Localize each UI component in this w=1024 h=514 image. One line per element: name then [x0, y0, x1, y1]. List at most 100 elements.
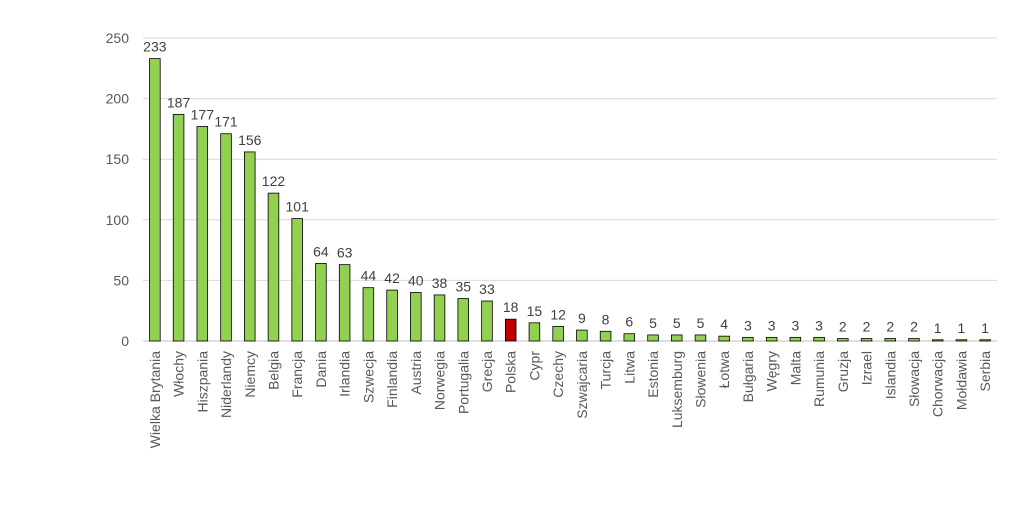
category-label: Chorwacja: [930, 351, 946, 417]
bar: [410, 292, 422, 342]
data-label: 5: [673, 315, 681, 331]
bar: [789, 336, 802, 342]
y-axis-ticks: 0 50 100 150 200 250: [106, 30, 130, 349]
bar: [718, 335, 730, 342]
data-label: 171: [214, 114, 238, 130]
bar: [315, 263, 327, 342]
category-label: Cypr: [526, 351, 542, 381]
bar: [244, 151, 256, 342]
category-label: Szwecja: [360, 351, 376, 403]
category-label: Wielka Brytania: [147, 351, 163, 448]
category-label: Słowenia: [692, 351, 708, 408]
data-label: 3: [768, 317, 776, 333]
gridlines: [143, 37, 997, 342]
bar: [979, 339, 991, 342]
bar: [457, 298, 469, 342]
category-label: Grecja: [479, 351, 495, 392]
category-label: Niderlandy: [218, 351, 234, 418]
bar: [528, 322, 541, 342]
data-label: 1: [958, 320, 966, 336]
category-label: Łotwa: [716, 351, 732, 389]
data-label: 156: [238, 132, 262, 148]
category-label: Austria: [408, 351, 424, 395]
category-label: Belgia: [265, 351, 281, 390]
category-label: Islandia: [882, 351, 898, 399]
y-tick-label: 0: [121, 333, 129, 349]
category-label: Dania: [313, 351, 329, 388]
data-label: 5: [697, 315, 705, 331]
y-tick-label: 250: [106, 30, 130, 46]
category-label: Włochy: [171, 351, 187, 397]
y-tick-label: 100: [106, 212, 130, 228]
data-label: 12: [550, 306, 566, 322]
bar: [599, 330, 612, 342]
category-label: Malta: [787, 351, 803, 385]
data-label: 101: [286, 199, 310, 215]
data-label: 187: [167, 94, 191, 110]
category-label: Bułgaria: [740, 351, 756, 403]
data-label: 2: [863, 319, 871, 335]
category-label: Czechy: [550, 351, 566, 398]
category-label: Litwa: [621, 351, 637, 384]
y-tick-label: 200: [106, 91, 130, 107]
bar: [647, 334, 659, 342]
data-label: 177: [191, 106, 215, 122]
bar: [860, 338, 873, 342]
bar: [837, 338, 849, 342]
category-label: Gruzja: [835, 351, 851, 392]
bar: [908, 338, 920, 342]
bar: [813, 336, 825, 342]
category-label: Francja: [289, 351, 305, 398]
bar: [481, 300, 493, 342]
bar: [267, 192, 280, 342]
category-label: Hiszpania: [194, 351, 210, 413]
category-label: Luksemburg: [669, 351, 685, 428]
bar: [765, 336, 778, 342]
category-label: Mołdawia: [953, 351, 969, 410]
data-label: 18: [503, 299, 519, 315]
bar: [172, 113, 185, 342]
data-label: 233: [143, 39, 167, 55]
category-label: Szwajcaria: [574, 351, 590, 419]
category-label: Niemcy: [242, 351, 258, 398]
bar: [338, 264, 351, 342]
data-label: 64: [313, 243, 329, 259]
data-label: 2: [910, 319, 918, 335]
data-label: 1: [981, 320, 989, 336]
data-label: 33: [479, 281, 495, 297]
data-label: 63: [337, 245, 353, 261]
bar: [576, 329, 588, 342]
data-label: 4: [720, 316, 728, 332]
category-label: Serbia: [977, 351, 993, 392]
data-label: 35: [455, 279, 471, 295]
bar: [623, 333, 636, 342]
bar: [694, 334, 707, 342]
category-label: Norwegia: [432, 351, 448, 410]
category-label: Estonia: [645, 351, 661, 398]
category-label: Izrael: [859, 351, 875, 385]
data-label: 1: [934, 320, 942, 336]
data-label: 38: [432, 275, 448, 291]
bar: [552, 326, 564, 342]
y-tick-label: 150: [106, 151, 130, 167]
y-tick-label: 50: [113, 272, 129, 288]
data-label: 42: [384, 270, 400, 286]
bar: [671, 334, 683, 342]
data-label: 44: [361, 268, 377, 284]
data-label: 8: [602, 311, 610, 327]
bar: [884, 338, 896, 342]
category-label: Portugalia: [455, 351, 471, 414]
category-label: Finlandia: [384, 351, 400, 408]
data-label: 6: [625, 314, 633, 330]
category-label: Polska: [503, 351, 519, 393]
category-label: Słowacja: [906, 351, 922, 407]
category-label: Rumunia: [811, 351, 827, 407]
data-label: 2: [886, 319, 894, 335]
bar: [149, 58, 161, 342]
bar: [955, 339, 968, 342]
data-label: 2: [839, 319, 847, 335]
category-label: Irlandia: [337, 351, 353, 397]
bar: [362, 287, 375, 342]
